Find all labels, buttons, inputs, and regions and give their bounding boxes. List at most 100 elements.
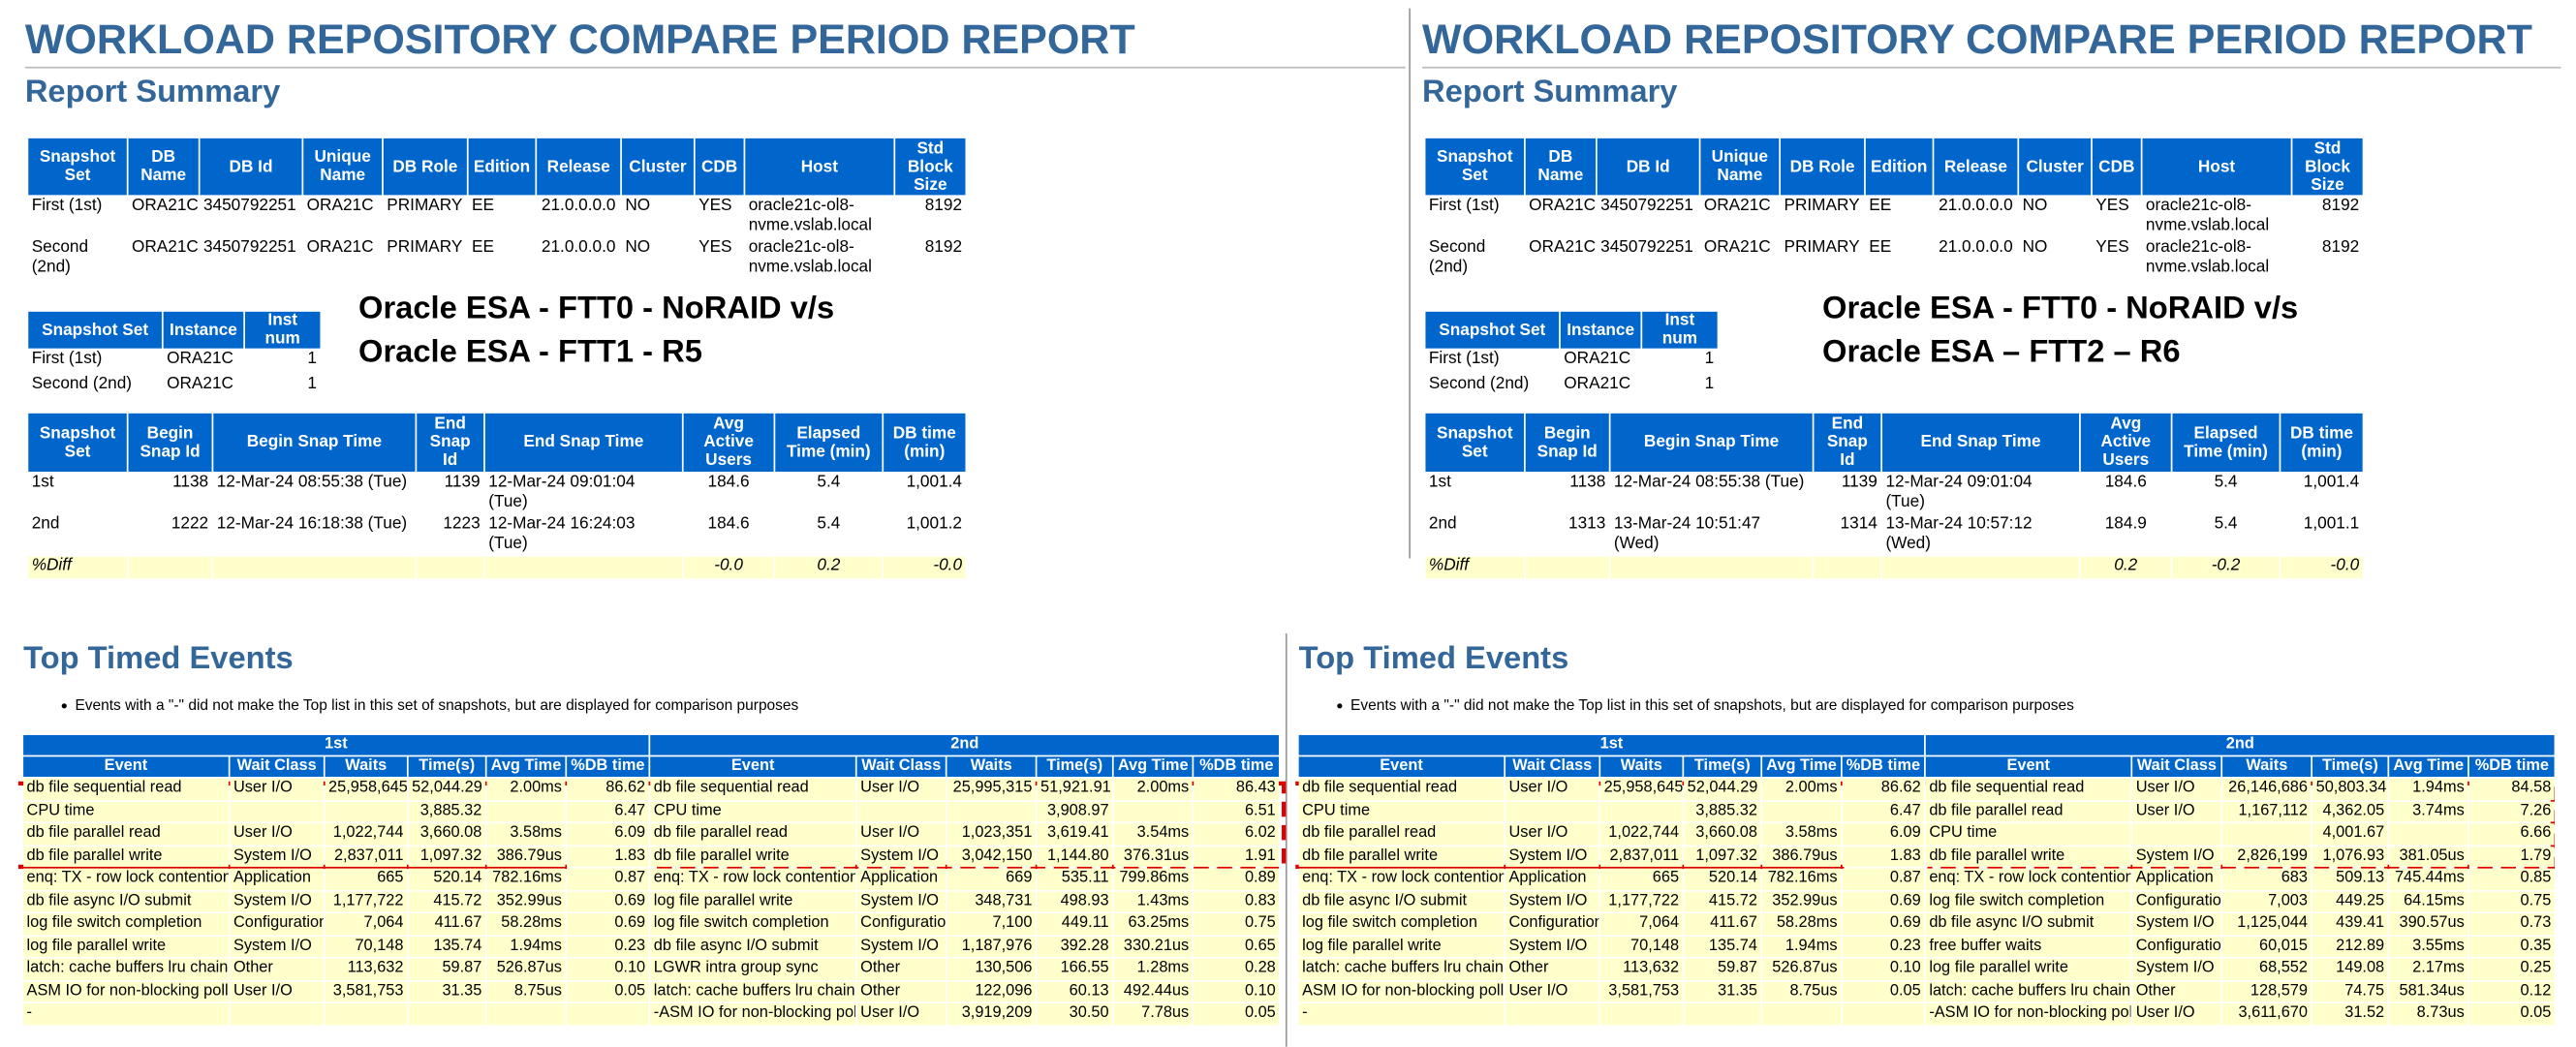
column-header: Time(s): [1037, 756, 1113, 777]
snapshot-table: Snapshot Set Begin Snap Id Begin Snap Time…: [1424, 412, 2365, 580]
header-row: Snapshot Set Begin Snap Id Begin Snap Time…: [28, 413, 966, 473]
column-header: Waits: [947, 756, 1036, 777]
cell: latch: cache buffers lru chain: [1925, 980, 2131, 1002]
cell: oracle21c-ol8-nvme.vslab.local: [748, 238, 872, 277]
cell: -: [1298, 1003, 1505, 1025]
cell: 0.87: [1842, 868, 1925, 890]
cell: 3.58ms: [486, 823, 566, 845]
cell: 6.09: [567, 823, 649, 845]
cell: 411.67: [1684, 913, 1761, 935]
cell: Configuration: [2132, 936, 2221, 957]
cell: [1113, 800, 1193, 822]
cell: 135.74: [408, 936, 485, 957]
cell: log file parallel write: [1925, 958, 2131, 980]
section-title: Top Timed Events: [23, 641, 294, 677]
cell: 5.4: [2214, 514, 2238, 534]
cell: CPU time: [1925, 823, 2131, 845]
cell: 1,177,722: [1600, 890, 1683, 912]
cell: 0.2: [2080, 556, 2171, 579]
db-table: Snapshot Set DB Name DB Id Unique Name DB Ro…: [1424, 137, 2365, 280]
report-title: WORKLOAD REPOSITORY COMPARE PERIOD REPOR…: [24, 16, 1135, 64]
data-row: - -ASM IO for non-blocking poll User I/O 3,…: [1298, 1003, 2555, 1025]
cell: 415.72: [408, 890, 485, 912]
cell: [1600, 1003, 1683, 1025]
data-row: Second (2nd) ORA21C 1: [1425, 375, 1717, 398]
group-header: 2nd: [1925, 734, 2555, 755]
data-row: First (1st) ORA21C 3450792251 ORA21C PRIMARY…: [1425, 197, 2362, 236]
cell: EE: [472, 238, 495, 258]
events-table: 1st 2nd Event Wait Class Waits Time(s) Avg Tim…: [1297, 733, 2557, 1026]
cell: 0.69: [567, 890, 649, 912]
cell: 6.02: [1194, 823, 1280, 845]
column-header: %DB time: [1194, 756, 1280, 777]
cell: User I/O: [856, 778, 946, 800]
cell: 1,187,976: [947, 936, 1036, 957]
cell: 0.23: [1842, 936, 1925, 957]
cell: ORA21C: [1529, 197, 1596, 216]
column-header: Begin Snap Time: [1610, 413, 1813, 473]
cell: 113,632: [1600, 958, 1683, 980]
cell: [2222, 823, 2312, 845]
column-header: Instance: [163, 311, 244, 349]
cell: NO: [625, 238, 651, 258]
data-row: db file sequential read User I/O 25,958,64…: [1298, 778, 2555, 800]
cell: 2nd: [31, 514, 60, 534]
cell: 782.16ms: [486, 868, 566, 890]
cell: ORA21C: [1564, 375, 1631, 394]
cell: 0.23: [567, 936, 649, 957]
cell: 3450792251: [1600, 197, 1693, 216]
column-header: Wait Class: [2132, 756, 2221, 777]
instance-table: Snapshot Set Instance Inst num First (1st) O…: [27, 310, 323, 400]
column-header: Wait Class: [230, 756, 324, 777]
data-row: enq: TX - row lock contention Application…: [1298, 868, 2555, 890]
cell: 212.89: [2312, 936, 2388, 957]
header-row: Snapshot Set Begin Snap Id Begin Snap Time…: [1425, 413, 2363, 473]
cell: -0.0: [683, 556, 774, 579]
data-row: db file async I/O submit System I/O 1,177,…: [1298, 890, 2555, 912]
cell: 86.62: [567, 778, 649, 800]
cell: 59.87: [1684, 958, 1761, 980]
cell: 70,148: [1600, 936, 1683, 957]
column-header: DB Name: [128, 138, 199, 196]
cell: 3450792251: [1600, 238, 1693, 258]
cell: 745.44ms: [2389, 868, 2468, 890]
column-header: Cluster: [2019, 138, 2092, 196]
cell: Configuration: [2132, 890, 2221, 912]
cell: CPU time: [23, 800, 229, 822]
cell: 64.15ms: [2389, 890, 2468, 912]
data-row: First (1st) ORA21C 1: [28, 350, 320, 373]
cell: 21.0.0.0.0: [541, 197, 616, 216]
cell: 122,096: [947, 980, 1036, 1002]
cell: 799.86ms: [1113, 868, 1193, 890]
annotation: Oracle ESA – FTT2 – R6: [1822, 334, 2181, 371]
cell: EE: [472, 197, 495, 216]
bullet: [1337, 703, 1343, 709]
section-title: Top Timed Events: [1298, 641, 1569, 677]
group-header: 1st: [1298, 734, 1925, 755]
cell: [230, 1003, 324, 1025]
cell: 449.25: [2312, 890, 2388, 912]
cell: 13-Mar-24 10:51:47 (Wed): [1613, 514, 1761, 554]
header-row: Snapshot Set DB Name DB Id Unique Name DB Ro…: [1425, 138, 2363, 196]
cell: 7,064: [1600, 913, 1683, 935]
cell: enq: TX - row lock contention: [1925, 868, 2131, 890]
column-header: DB time (min): [2281, 413, 2363, 473]
cell: 63.25ms: [1113, 913, 1193, 935]
cell: 6.47: [1842, 800, 1925, 822]
cell: 1,177,722: [325, 890, 407, 912]
cell: 1.79: [2468, 846, 2555, 867]
data-row: Second (2nd) ORA21C 3450792251 ORA21C PRIMAR…: [1425, 238, 2362, 278]
column-header: Avg Time: [2389, 756, 2468, 777]
cell: 1,001.2: [906, 514, 963, 534]
data-row: latch: cache buffers lru chain Other 113,6…: [1298, 958, 2555, 980]
column-header: Inst num: [1642, 311, 1718, 349]
data-row: db file parallel write System I/O 2,837,01…: [1298, 846, 2555, 867]
cell: 1138: [172, 473, 209, 492]
title-rule: [1422, 66, 2561, 69]
cell: User I/O: [230, 823, 324, 845]
cell: 1,001.1: [2303, 514, 2360, 534]
cell: [1610, 556, 1813, 579]
column-header: Time(s): [408, 756, 485, 777]
column-header: Std Block Size: [2292, 138, 2363, 196]
data-row: 1st 1138 12-Mar-24 08:55:38 (Tue) 1139 12-Ma…: [1425, 474, 2362, 513]
